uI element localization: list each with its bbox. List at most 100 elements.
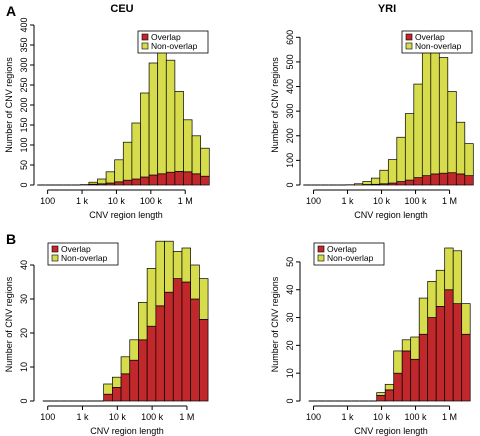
y-tick-label: 300 bbox=[19, 57, 29, 72]
legend-label-overlap: Overlap bbox=[61, 244, 91, 254]
bar-overlap-14 bbox=[155, 305, 165, 402]
y-tick-label: 250 bbox=[19, 77, 29, 92]
panel-letter-b: B bbox=[6, 231, 16, 247]
x-tick-label: 1 M bbox=[179, 412, 194, 422]
x-tick-label: 1 M bbox=[442, 412, 457, 422]
bar-non-overlap-12 bbox=[131, 122, 141, 180]
bar-overlap-16 bbox=[430, 173, 440, 186]
bar-overlap-18 bbox=[447, 172, 457, 186]
chart-title: YRI bbox=[378, 3, 396, 15]
bar-overlap-15 bbox=[164, 291, 174, 402]
y-tick-label: 30 bbox=[19, 294, 29, 304]
chart-panel-1: 0 50 100 150 200 250 300 350 400 Number of CNV re… bbox=[4, 3, 210, 220]
bar-non-overlap-11 bbox=[393, 350, 403, 374]
bar-non-overlap-7 bbox=[88, 181, 98, 185]
bar-overlap-19 bbox=[461, 333, 471, 402]
bar-non-overlap-20 bbox=[200, 147, 210, 177]
y-tick-label: 10 bbox=[19, 362, 29, 372]
bar-non-overlap-10 bbox=[114, 159, 124, 183]
bar-non-overlap-15 bbox=[427, 281, 437, 318]
y-tick-label: 40 bbox=[19, 260, 29, 270]
bar-overlap-20 bbox=[200, 175, 210, 186]
bar-non-overlap-13 bbox=[404, 113, 415, 181]
bar-overlap-14 bbox=[413, 177, 423, 186]
bar-non-overlap-18 bbox=[183, 119, 193, 173]
bar-overlap-15 bbox=[157, 173, 167, 186]
bar-overlap-11 bbox=[122, 179, 133, 186]
bar-non-overlap-19 bbox=[461, 303, 471, 335]
legend-swatch-non-overlap bbox=[405, 42, 413, 50]
x-tick-label: 10 k bbox=[109, 412, 127, 422]
bar-non-overlap-14 bbox=[155, 240, 165, 307]
y-tick-label: 30 bbox=[285, 313, 295, 323]
y-tick-label: 400 bbox=[19, 17, 29, 32]
x-tick-label: 1 k bbox=[77, 412, 90, 422]
bar-non-overlap-15 bbox=[157, 41, 167, 175]
x-tick-label: 100 bbox=[40, 412, 55, 422]
bar-overlap-15 bbox=[427, 317, 437, 402]
bar-non-overlap-18 bbox=[190, 264, 200, 300]
bar-non-overlap-16 bbox=[165, 59, 176, 173]
y-tick-label: 50 bbox=[19, 160, 29, 170]
bar-overlap-9 bbox=[112, 387, 122, 402]
legend-label-overlap: Overlap bbox=[327, 244, 357, 254]
x-tick-label: 1 M bbox=[442, 196, 457, 206]
bar-non-overlap-9 bbox=[105, 171, 116, 184]
bar-non-overlap-10 bbox=[120, 356, 131, 375]
x-axis-title: CNV region length bbox=[90, 426, 164, 436]
chart-panel-3: 0 10 20 30 40 Number of CNV regions 100 1 k 10 k… bbox=[4, 240, 209, 436]
bar-non-overlap-17 bbox=[444, 247, 454, 291]
legend-box bbox=[47, 242, 119, 266]
bar-overlap-17 bbox=[174, 171, 184, 186]
bar-non-overlap-8 bbox=[103, 383, 113, 395]
legend-label-non-overlap: Non-overlap bbox=[61, 253, 108, 263]
bar-overlap-11 bbox=[129, 359, 139, 402]
bar-overlap-8 bbox=[103, 393, 113, 402]
bar-non-overlap-9 bbox=[376, 392, 386, 396]
y-tick-label: 100 bbox=[285, 153, 295, 168]
bar-non-overlap-11 bbox=[129, 339, 139, 361]
y-tick-label: 10 bbox=[285, 368, 295, 378]
x-tick-label: 1 k bbox=[342, 412, 355, 422]
legend-box bbox=[401, 30, 473, 54]
bar-non-overlap-19 bbox=[455, 121, 466, 175]
x-axis-title: CNV region length bbox=[354, 426, 428, 436]
bar-overlap-10 bbox=[114, 181, 124, 186]
bar-non-overlap-9 bbox=[370, 177, 381, 185]
bar-overlap-14 bbox=[418, 333, 429, 402]
bar-non-overlap-11 bbox=[387, 159, 398, 184]
panel-letter-a: A bbox=[6, 3, 16, 19]
legend-swatch-overlap bbox=[51, 245, 59, 253]
x-tick-label: 100 bbox=[40, 196, 55, 206]
y-tick-label: 400 bbox=[285, 79, 295, 94]
bar-non-overlap-13 bbox=[146, 268, 157, 327]
x-tick-label: 10 k bbox=[373, 412, 391, 422]
bar-overlap-17 bbox=[444, 289, 454, 402]
legend-swatch-non-overlap bbox=[317, 254, 325, 262]
x-axis-title: CNV region length bbox=[89, 210, 163, 220]
bar-non-overlap-8 bbox=[97, 178, 107, 185]
y-tick-label: 100 bbox=[19, 137, 29, 152]
legend-label-overlap: Overlap bbox=[415, 32, 445, 42]
bar-overlap-12 bbox=[138, 339, 148, 402]
y-tick-label: 0 bbox=[19, 398, 29, 403]
y-tick-label: 200 bbox=[19, 97, 29, 112]
y-tick-label: 20 bbox=[285, 340, 295, 350]
x-tick-label: 1 M bbox=[178, 196, 193, 206]
bar-overlap-13 bbox=[404, 179, 415, 186]
bar-overlap-13 bbox=[410, 358, 420, 402]
y-tick-label: 50 bbox=[285, 257, 295, 267]
y-axis-title: Number of CNV regions bbox=[270, 276, 280, 372]
legend-label-non-overlap: Non-overlap bbox=[327, 253, 374, 263]
bar-non-overlap-15 bbox=[421, 47, 432, 176]
bar-overlap-20 bbox=[464, 175, 474, 186]
x-tick-label: 100 bbox=[306, 412, 321, 422]
y-tick-label: 0 bbox=[285, 182, 295, 187]
legend-swatch-non-overlap bbox=[141, 42, 149, 50]
bar-overlap-18 bbox=[183, 171, 193, 186]
y-tick-label: 0 bbox=[19, 182, 29, 187]
